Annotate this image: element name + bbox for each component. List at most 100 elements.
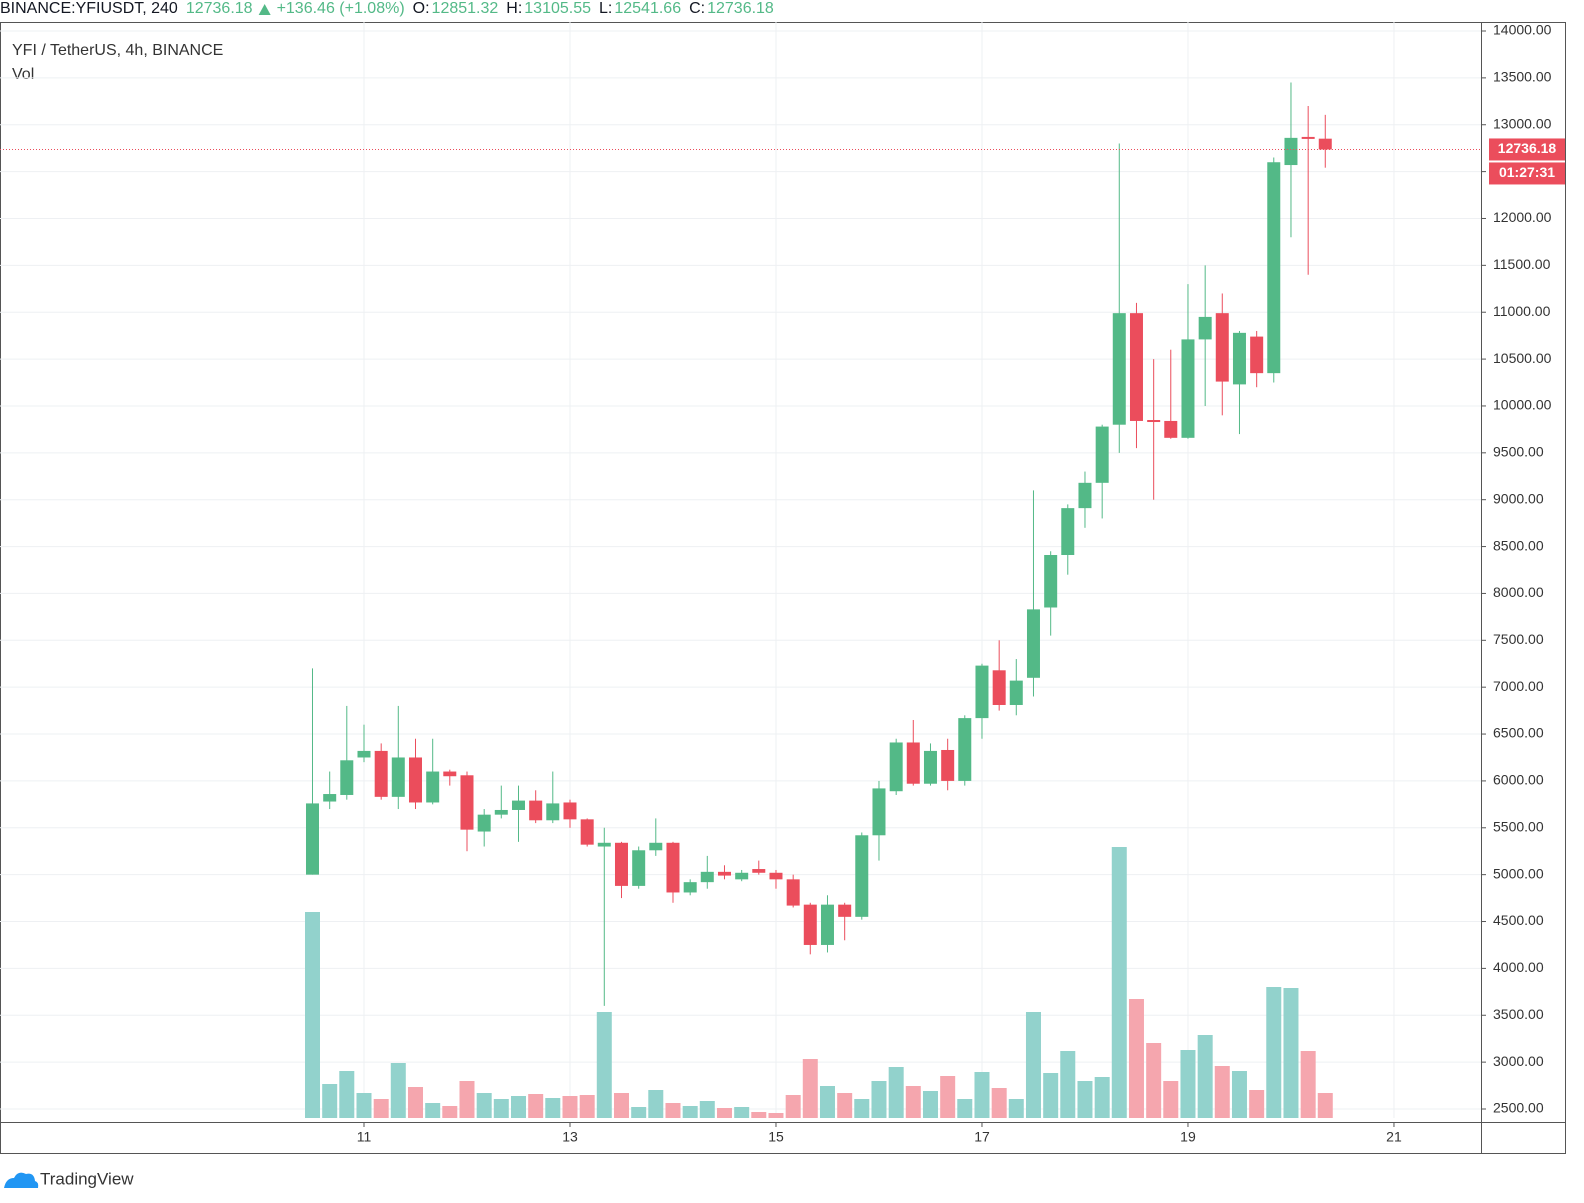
volume-bar [1231, 1071, 1247, 1118]
y-tick-label: 6500.00 [1493, 725, 1544, 741]
candle-body [323, 794, 337, 802]
ohlc-label: H: [506, 0, 522, 17]
candle-body [1095, 426, 1109, 483]
last-price-label: 12736.18 [1498, 140, 1557, 156]
candle-body [580, 819, 594, 845]
volume-bar [716, 1108, 732, 1118]
candle-body [923, 750, 937, 784]
volume-bar [1180, 1050, 1196, 1118]
candle-body [803, 904, 817, 945]
candle-body [820, 904, 834, 945]
volume-bar [545, 1098, 561, 1118]
candle-body [1164, 420, 1178, 438]
candle-body [1044, 555, 1058, 608]
candle-body [1215, 313, 1229, 382]
candle-body [374, 750, 388, 797]
volume-bar [957, 1099, 973, 1118]
volume-bar [304, 912, 320, 1118]
ohlc-label: L: [599, 0, 612, 17]
y-tick-label: 10500.00 [1493, 350, 1552, 366]
candle-body [1232, 332, 1246, 385]
candle-body [1198, 316, 1212, 340]
y-tick-label: 5000.00 [1493, 865, 1544, 881]
symbol: BINANCE:YFIUSDT, 240 [0, 0, 178, 17]
y-tick-label: 8000.00 [1493, 584, 1544, 600]
volume-bar [682, 1106, 698, 1118]
volume-bar [734, 1107, 750, 1118]
volume-bar [1094, 1077, 1110, 1118]
volume-legend: Vol [12, 66, 34, 83]
x-tick-label: 13 [562, 1129, 578, 1145]
volume-bar [613, 1093, 629, 1118]
candle-body [460, 775, 474, 830]
volume-bar [648, 1090, 664, 1118]
volume-bar [1214, 1066, 1230, 1118]
volume-bar [854, 1099, 870, 1118]
candle-body [1061, 508, 1075, 556]
candle-body [494, 809, 508, 815]
volume-bar [493, 1099, 509, 1118]
y-tick-label: 7500.00 [1493, 631, 1544, 647]
volume-bar [1043, 1073, 1059, 1118]
header-line: BINANCE:YFIUSDT, 240 12736.18 +136.46 (+1.… [0, 0, 774, 17]
volume-bar [510, 1096, 526, 1118]
candle-body [1318, 138, 1332, 150]
candle-body [597, 842, 611, 847]
candle-body [529, 800, 543, 821]
volume-bar [1266, 987, 1282, 1118]
volume-bar [528, 1094, 544, 1118]
change: +136.46 (+1.08%) [277, 0, 405, 17]
candle-body [1250, 336, 1264, 374]
candle-body [391, 757, 405, 797]
candle-body [717, 871, 731, 876]
y-tick-label: 11000.00 [1493, 303, 1551, 319]
volume-bar [940, 1076, 956, 1118]
candle-body [305, 803, 319, 875]
y-tick-label: 9500.00 [1493, 444, 1544, 460]
change-arrow [258, 4, 271, 15]
volume-bar [1249, 1090, 1265, 1118]
candle-body [769, 872, 783, 880]
volume-bar [562, 1096, 578, 1118]
candle-body [357, 750, 371, 758]
candle-body [700, 871, 714, 883]
y-tick-label: 14000.00 [1493, 22, 1552, 38]
brand-logo [4, 1172, 39, 1188]
candle-body [477, 814, 491, 832]
candle-body [838, 904, 852, 917]
volume-bar [991, 1088, 1007, 1118]
candle-body [752, 869, 766, 873]
y-tick-label: 6000.00 [1493, 772, 1544, 788]
x-tick-label: 19 [1180, 1129, 1196, 1145]
candle-body [975, 665, 989, 719]
y-tick-label: 5500.00 [1493, 818, 1544, 834]
candle-body [614, 842, 628, 886]
volume-bar [631, 1107, 647, 1118]
x-tick-label: 15 [768, 1129, 784, 1145]
volume-bar [459, 1081, 475, 1118]
volume-bar [751, 1112, 767, 1118]
volume-bar [339, 1071, 355, 1118]
volume-bar [699, 1101, 715, 1118]
volume-bar [1146, 1043, 1162, 1118]
ohlc-value: 13105.55 [524, 0, 591, 17]
candle-body [408, 757, 422, 803]
volume-bar [1163, 1081, 1179, 1118]
last-price: 12736.18 [186, 0, 253, 17]
volume-bar [1197, 1035, 1213, 1118]
candle-body [889, 742, 903, 792]
x-tick-label: 11 [357, 1129, 372, 1145]
volume-bar [1025, 1012, 1041, 1118]
candle-body [1009, 680, 1023, 705]
ohlc-label: C: [689, 0, 705, 17]
volume-bar [476, 1093, 492, 1118]
volume-bar [837, 1093, 853, 1118]
volume-bar [871, 1081, 887, 1118]
y-tick-label: 4000.00 [1493, 959, 1544, 975]
y-tick-label: 10000.00 [1493, 397, 1552, 413]
ohlc-label: O: [413, 0, 430, 17]
candle-body [906, 742, 920, 784]
volume-bar [356, 1093, 372, 1118]
